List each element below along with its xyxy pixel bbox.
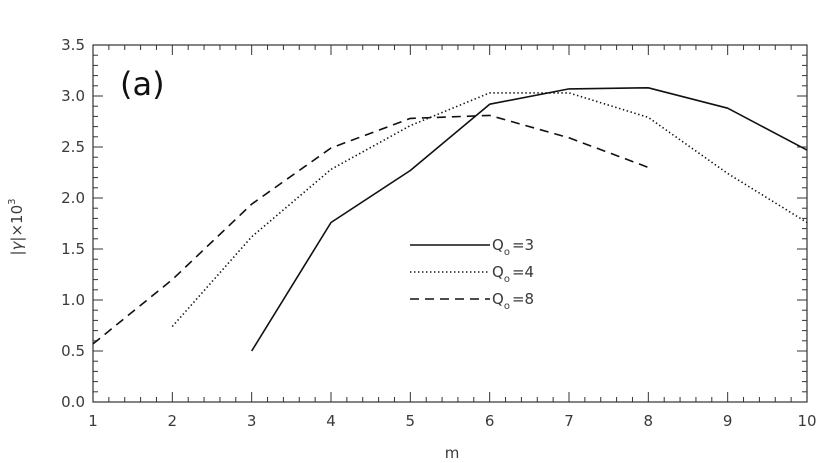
legend-label-subscript: o <box>504 301 510 312</box>
y-tick-label: 1.5 <box>61 240 85 258</box>
legend-label-value: =4 <box>512 263 534 281</box>
y-axis-label-gamma: γ <box>8 240 26 250</box>
y-axis-label-post: |×10 <box>8 205 26 242</box>
panel-label: (a) <box>120 65 165 103</box>
series-line-solid <box>251 87 808 352</box>
legend-label-q: Q <box>492 290 504 308</box>
x-axis-label: m <box>445 444 460 462</box>
legend-label-subscript: o <box>504 247 510 258</box>
legend-label-q: Q <box>492 236 504 254</box>
x-tick-label: 10 <box>797 412 816 430</box>
legend-label-value: =3 <box>512 236 534 254</box>
legend-label: Qo =8 <box>492 290 534 312</box>
y-axis-label: |γ|×103 <box>7 198 26 255</box>
y-axis-label-pre: | <box>8 250 26 255</box>
x-tick-label: 6 <box>485 412 495 430</box>
legend-label-q: Q <box>492 263 504 281</box>
x-tick-label: 2 <box>168 412 178 430</box>
y-tick-label: 2.5 <box>61 138 85 156</box>
legend: Qo =3Qo =4Qo =8 <box>410 236 534 312</box>
legend-label: Qo =4 <box>492 263 534 285</box>
series-line-dashed <box>92 114 649 345</box>
legend-label-value: =8 <box>512 290 534 308</box>
y-tick-label: 2.0 <box>61 189 85 207</box>
series-line-dotted <box>171 92 808 328</box>
x-tick-label: 1 <box>88 412 98 430</box>
x-tick-label: 4 <box>326 412 336 430</box>
y-tick-label: 3.0 <box>61 87 85 105</box>
x-tick-label: 3 <box>247 412 257 430</box>
x-tick-label: 7 <box>564 412 574 430</box>
legend-label-subscript: o <box>504 274 510 285</box>
y-tick-label: 3.5 <box>61 36 85 54</box>
x-tick-label: 8 <box>644 412 654 430</box>
y-tick-label: 0.5 <box>61 342 85 360</box>
y-tick-label: 0.0 <box>61 393 85 411</box>
x-tick-label: 5 <box>406 412 416 430</box>
y-tick-label: 1.0 <box>61 291 85 309</box>
axes: 1 2 3 4 5 6 7 8 9 10 0.0 0.5 1.0 1.5 2.0 2.5 3.0 3.5 <box>61 36 816 430</box>
legend-label: Qo =3 <box>492 236 534 258</box>
y-axis-label-sup: 3 <box>7 198 18 204</box>
series-lines <box>92 87 808 352</box>
plot-frame <box>92 44 808 403</box>
x-tick-label: 9 <box>723 412 733 430</box>
